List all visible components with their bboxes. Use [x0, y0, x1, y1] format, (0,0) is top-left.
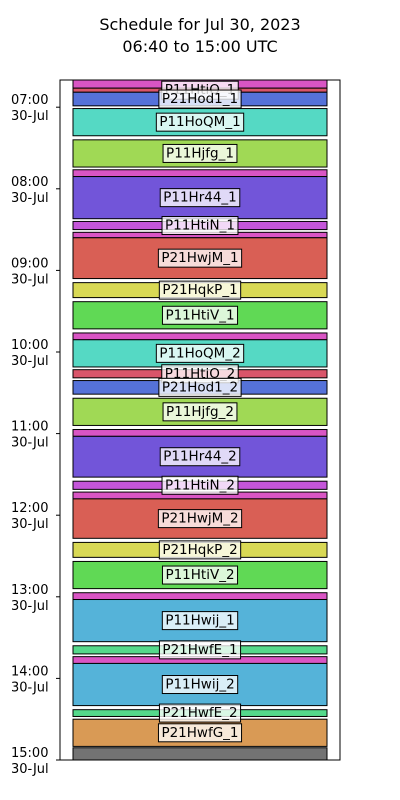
block-label-P11HtiV_1: P11HtiV_1	[161, 305, 239, 325]
block-label-text: P11Hjfg_2	[166, 404, 234, 420]
block-label-P11HoQM_2: P11HoQM_2	[155, 343, 245, 363]
block-label-box	[157, 509, 243, 529]
block-label-P21HqkP_1: P21HqkP_1	[158, 280, 242, 300]
block-label-P11Hwij_1: P11Hwij_1	[161, 611, 239, 631]
block-label-P11Hr44_2: P11Hr44_2	[159, 447, 241, 467]
block-label-text: P11HoQM_2	[159, 345, 240, 361]
block-label-box	[157, 723, 243, 743]
block-label-P11Hjfg_2: P11Hjfg_2	[162, 402, 238, 422]
block-label-text: P21Hod1_1	[162, 91, 238, 107]
block-label-box	[159, 447, 241, 467]
block-label-text: P11Hwij_1	[165, 613, 234, 629]
y-tick-label: 09:00 30-Jul	[11, 256, 49, 287]
block-label-text: P11Hwij_2	[165, 677, 234, 693]
block-label-box	[159, 188, 241, 208]
block-label-P11HtiV_2: P11HtiV_2	[161, 565, 239, 585]
y-tick-label: 10:00 30-Jul	[11, 338, 49, 369]
block-label-box	[162, 143, 238, 163]
block-label-text: P11HoQM_1	[159, 114, 240, 130]
block-label-box	[158, 280, 242, 300]
block-labels-layer: P11HtiO_1P21Hod1_1P11HoQM_1P11Hjfg_1P11H…	[155, 80, 245, 743]
block-label-text: P21HwfG_1	[161, 725, 238, 741]
block-label-P11Hwij_2: P11Hwij_2	[161, 675, 239, 695]
block-label-box	[158, 540, 242, 560]
block-label-text: P11Hr44_2	[163, 449, 237, 465]
y-tick-label: 13:00 30-Jul	[11, 583, 49, 614]
plot-frame	[59, 79, 341, 761]
y-tick-label: 15:00 30-Jul	[11, 746, 49, 777]
block-label-text: P11Hjfg_1	[166, 145, 234, 161]
block-label-P11Hr44_1: P11Hr44_1	[159, 188, 241, 208]
y-tick-label: 12:00 30-Jul	[11, 501, 49, 532]
block-label-P11HoQM_1: P11HoQM_1	[155, 112, 245, 132]
block-label-box	[158, 640, 242, 660]
y-tick-label: 07:00 30-Jul	[11, 93, 49, 124]
block-label-text: P21HwjM_2	[161, 511, 238, 527]
block-label-box	[155, 112, 245, 132]
block-label-P21HwfE_1: P21HwfE_1	[158, 640, 242, 660]
block-label-box	[161, 216, 239, 236]
block-label-P21Hod1_2: P21Hod1_2	[158, 377, 242, 397]
block-unlabeled-31	[72, 747, 328, 761]
block-unlabeled-17	[72, 429, 328, 437]
block-label-text: P11HtiV_2	[165, 567, 234, 583]
block-label-P21HwjM_1: P21HwjM_1	[157, 248, 243, 268]
block-unlabeled-5	[72, 169, 328, 178]
block-label-box	[161, 565, 239, 585]
chart-title: Schedule for Jul 30, 2023	[99, 15, 300, 34]
block-label-text: P21HwfE_1	[162, 642, 237, 658]
block-label-box	[157, 248, 243, 268]
block-label-text: P21Hod1_2	[162, 379, 238, 395]
y-tick-label: 08:00 30-Jul	[11, 175, 49, 206]
block-label-box	[161, 475, 239, 495]
y-axis-ticks: 07:00 30-Jul 08:00 30-Jul 09:00 30-Jul 10:00 30…	[11, 93, 60, 777]
block-label-box	[161, 675, 239, 695]
block-label-P11HtiN_2: P11HtiN_2	[161, 475, 239, 495]
block-label-text: P11HtiV_1	[165, 307, 234, 323]
block-label-box	[158, 377, 242, 397]
block-unlabeled-12	[72, 332, 328, 341]
block-unlabeled-24	[72, 592, 328, 601]
block-label-text: P21HqkP_2	[162, 542, 237, 558]
block-label-text: P21HqkP_1	[162, 282, 237, 298]
block-label-text: P11HtiN_1	[165, 218, 235, 234]
block-label-box	[162, 402, 238, 422]
block-label-box	[158, 703, 242, 723]
block-label-P21HqkP_2: P21HqkP_2	[158, 540, 242, 560]
y-tick-label: 14:00 30-Jul	[11, 664, 49, 695]
block-label-text: P21HwfE_2	[162, 705, 237, 721]
block-label-box	[161, 611, 239, 631]
block-label-box	[161, 305, 239, 325]
block-label-text: P11HtiO_2	[165, 366, 235, 382]
block-label-box	[155, 343, 245, 363]
block-label-box	[158, 89, 242, 109]
block-label-P21HwfE_2: P21HwfE_2	[158, 703, 242, 723]
y-tick-label: 11:00 30-Jul	[11, 420, 49, 451]
chart-subtitle: 06:40 to 15:00 UTC	[122, 37, 277, 56]
block-label-text: P21HwjM_1	[161, 250, 238, 266]
block-label-P11HtiN_1: P11HtiN_1	[161, 216, 239, 236]
block-label-text: P11Hr44_1	[163, 190, 237, 206]
block-label-text: P11HtiN_2	[165, 477, 235, 493]
block-label-P21HwfG_1: P21HwfG_1	[157, 723, 243, 743]
block-label-P21HwjM_2: P21HwjM_2	[157, 509, 243, 529]
block-label-P11Hjfg_1: P11Hjfg_1	[162, 143, 238, 163]
block-label-P21Hod1_1: P21Hod1_1	[158, 89, 242, 109]
